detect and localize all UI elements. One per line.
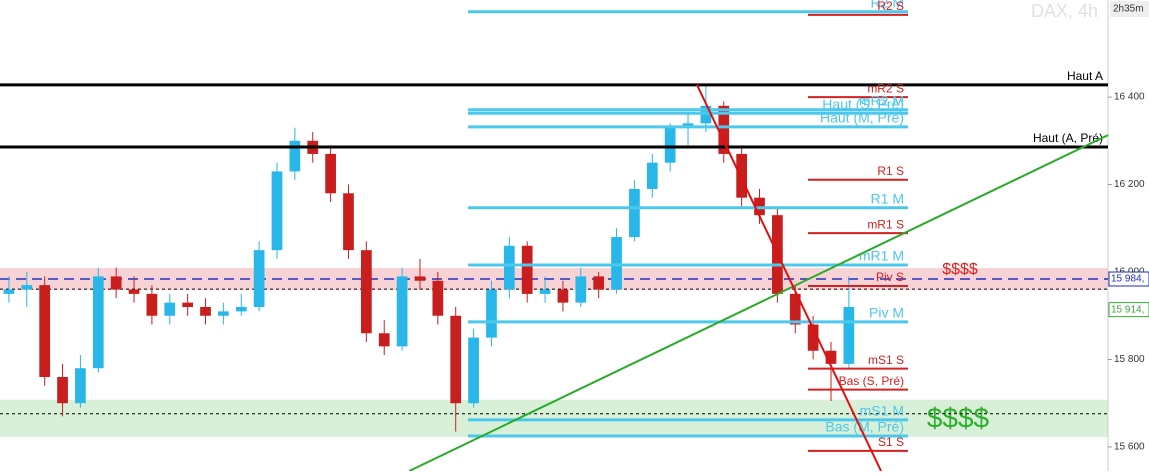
timer-box <box>1110 1 1149 17</box>
candle-body <box>432 280 444 316</box>
level-label: R1 S <box>877 164 904 178</box>
candle-body <box>789 293 801 325</box>
candle-body <box>468 337 479 404</box>
candle-body <box>539 289 551 294</box>
candle-body <box>271 171 283 251</box>
candle-body <box>629 188 640 238</box>
price-label: 15 984, <box>1111 274 1144 285</box>
y-tick-label: 15 800 <box>1114 354 1145 365</box>
level-label: Bas (S, Pré) <box>839 374 904 388</box>
candle-body <box>378 333 390 347</box>
candle-body <box>396 276 408 347</box>
level-label: mS1 S <box>868 353 904 367</box>
price-label-box <box>1108 302 1149 318</box>
level-label: mR2 S <box>867 81 904 95</box>
level-label: mR1 M <box>859 248 904 264</box>
candle-body <box>57 376 68 404</box>
timer: 2h35m <box>1113 4 1144 15</box>
candle-body <box>646 162 658 189</box>
candle-body <box>235 307 247 312</box>
candle-body <box>825 350 837 364</box>
level-label: S1 S <box>878 435 904 449</box>
candle-body <box>593 276 605 290</box>
candle-body <box>182 302 194 308</box>
level-label: Haut (M, Pré) <box>820 110 904 126</box>
candle-body <box>521 245 533 294</box>
level-label: R2 S <box>877 0 904 13</box>
candle-body <box>110 276 122 290</box>
candle-body <box>718 105 730 154</box>
price-label-box <box>1108 271 1149 287</box>
level-label: Haut (S, Pré) <box>822 96 904 112</box>
candle-body <box>807 324 819 351</box>
zone <box>0 399 1108 437</box>
level-label: Piv M <box>869 305 904 321</box>
candle-body <box>39 285 51 377</box>
candle-body <box>128 289 140 294</box>
level-label: R2 M <box>871 0 904 11</box>
candle-body <box>164 302 176 316</box>
trendline <box>408 134 1109 472</box>
candle-body <box>289 140 301 172</box>
candle-body <box>503 245 515 290</box>
watermark: DAX, 4h <box>1031 1 1098 21</box>
candle-body <box>343 193 354 251</box>
level-label: Haut (A, Pré) <box>1033 131 1103 145</box>
candle-body <box>218 311 229 316</box>
candle-body <box>253 250 265 308</box>
candle-body <box>557 289 569 303</box>
candle-body <box>414 276 426 281</box>
level-label: Bas (M, Pré) <box>825 419 904 435</box>
level-label: Haut A <box>1067 69 1103 83</box>
candle-body <box>200 307 211 316</box>
level-label: mS1 M <box>860 403 904 419</box>
candle-body <box>75 368 86 404</box>
candle-body <box>843 307 855 364</box>
candle-body <box>486 289 497 338</box>
candle-body <box>146 293 158 316</box>
candle-body <box>575 276 587 303</box>
trendline <box>696 84 882 472</box>
candle-body <box>450 315 462 404</box>
level-label: mR2 M <box>859 92 904 108</box>
candle-body <box>360 250 372 334</box>
candle-body <box>736 153 748 198</box>
candle-body <box>325 153 336 194</box>
level-label: R1 M <box>871 190 904 206</box>
annotation: $$$$ <box>927 402 990 433</box>
candle-body <box>664 127 676 163</box>
annotation: $$$$ <box>942 261 978 278</box>
candle-body <box>3 289 15 294</box>
candle-body <box>21 285 33 290</box>
level-label: Piv S <box>876 270 904 284</box>
price-label: 15 914, <box>1111 304 1144 315</box>
candle-body <box>92 276 104 369</box>
y-tick-label: 15 600 <box>1114 442 1145 453</box>
y-tick-label: 16 200 <box>1114 179 1145 190</box>
candle-body <box>611 237 622 290</box>
y-tick-label: 16 400 <box>1114 92 1145 103</box>
level-label: mR1 S <box>867 217 904 231</box>
